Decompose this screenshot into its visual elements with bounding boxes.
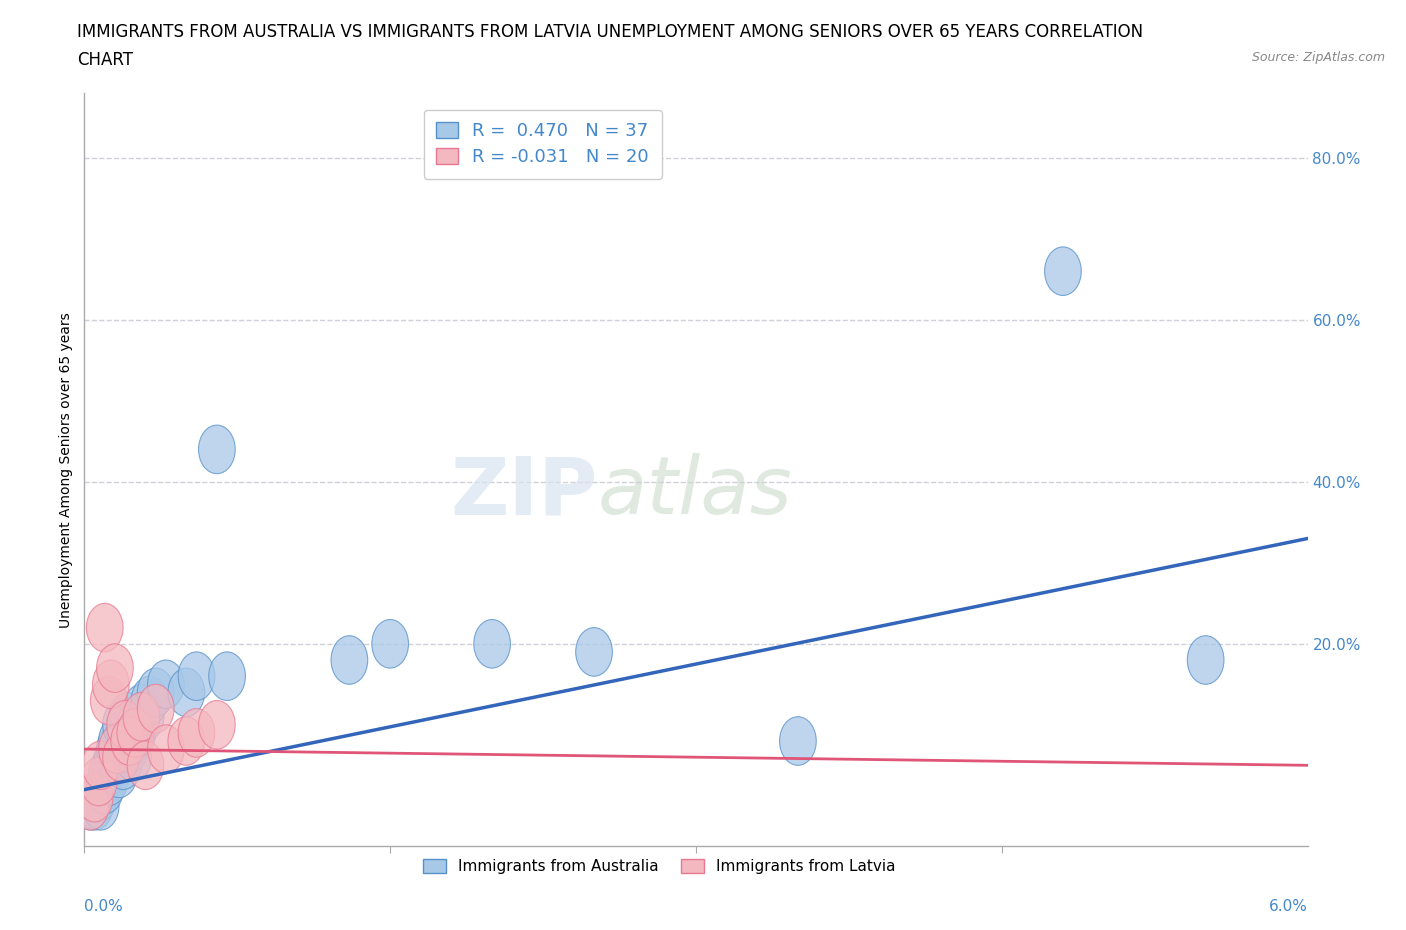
Ellipse shape xyxy=(124,684,160,733)
Ellipse shape xyxy=(124,693,160,741)
Ellipse shape xyxy=(108,693,146,741)
Ellipse shape xyxy=(1045,246,1081,296)
Ellipse shape xyxy=(83,781,120,830)
Ellipse shape xyxy=(111,717,148,765)
Text: IMMIGRANTS FROM AUSTRALIA VS IMMIGRANTS FROM LATVIA UNEMPLOYMENT AMONG SENIORS O: IMMIGRANTS FROM AUSTRALIA VS IMMIGRANTS … xyxy=(77,23,1143,41)
Text: 6.0%: 6.0% xyxy=(1268,899,1308,914)
Ellipse shape xyxy=(76,781,112,830)
Legend: Immigrants from Australia, Immigrants from Latvia: Immigrants from Australia, Immigrants fr… xyxy=(416,853,903,880)
Text: ZIP: ZIP xyxy=(451,453,598,531)
Ellipse shape xyxy=(72,781,108,830)
Text: Source: ZipAtlas.com: Source: ZipAtlas.com xyxy=(1251,51,1385,64)
Ellipse shape xyxy=(72,781,108,830)
Ellipse shape xyxy=(101,749,138,798)
Text: atlas: atlas xyxy=(598,453,793,531)
Ellipse shape xyxy=(198,425,235,473)
Ellipse shape xyxy=(117,700,153,749)
Ellipse shape xyxy=(167,717,205,765)
Ellipse shape xyxy=(112,717,149,765)
Ellipse shape xyxy=(148,724,184,774)
Ellipse shape xyxy=(107,700,143,749)
Ellipse shape xyxy=(103,700,139,749)
Ellipse shape xyxy=(89,749,125,798)
Ellipse shape xyxy=(86,604,124,652)
Ellipse shape xyxy=(98,724,135,774)
Ellipse shape xyxy=(76,774,112,822)
Ellipse shape xyxy=(105,741,142,790)
Ellipse shape xyxy=(575,628,613,676)
Ellipse shape xyxy=(779,717,817,765)
Ellipse shape xyxy=(138,668,174,717)
Ellipse shape xyxy=(167,668,205,717)
Ellipse shape xyxy=(97,644,134,693)
Text: CHART: CHART xyxy=(77,51,134,69)
Ellipse shape xyxy=(148,660,184,709)
Ellipse shape xyxy=(111,724,148,774)
Ellipse shape xyxy=(198,700,235,749)
Ellipse shape xyxy=(330,636,368,684)
Ellipse shape xyxy=(90,676,127,724)
Ellipse shape xyxy=(127,741,165,790)
Ellipse shape xyxy=(138,684,174,733)
Ellipse shape xyxy=(93,660,129,709)
Ellipse shape xyxy=(120,709,156,757)
Ellipse shape xyxy=(83,741,120,790)
Ellipse shape xyxy=(115,733,152,781)
Ellipse shape xyxy=(107,709,143,757)
Ellipse shape xyxy=(208,652,246,700)
Ellipse shape xyxy=(86,765,124,814)
Ellipse shape xyxy=(80,757,117,805)
Ellipse shape xyxy=(98,717,135,765)
Ellipse shape xyxy=(90,757,127,805)
Ellipse shape xyxy=(93,741,129,790)
Y-axis label: Unemployment Among Seniors over 65 years: Unemployment Among Seniors over 65 years xyxy=(59,312,73,628)
Ellipse shape xyxy=(94,733,131,781)
Ellipse shape xyxy=(117,709,153,757)
Ellipse shape xyxy=(474,619,510,668)
Ellipse shape xyxy=(97,724,134,774)
Ellipse shape xyxy=(1187,636,1225,684)
Ellipse shape xyxy=(179,709,215,757)
Ellipse shape xyxy=(131,676,167,724)
Ellipse shape xyxy=(103,733,139,781)
Ellipse shape xyxy=(80,774,117,822)
Text: 0.0%: 0.0% xyxy=(84,899,124,914)
Ellipse shape xyxy=(127,693,165,741)
Ellipse shape xyxy=(179,652,215,700)
Ellipse shape xyxy=(371,619,409,668)
